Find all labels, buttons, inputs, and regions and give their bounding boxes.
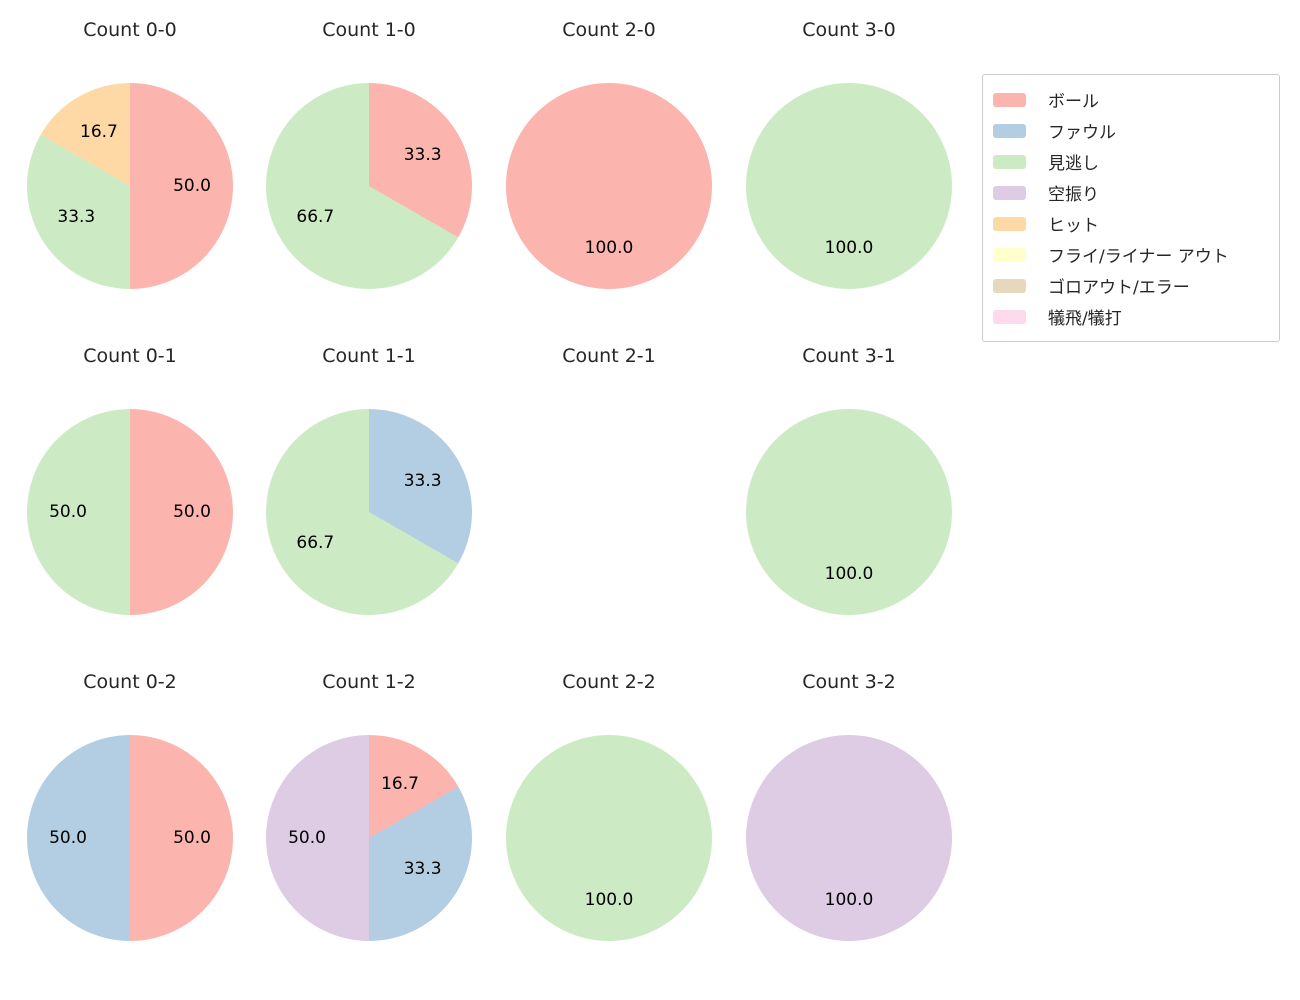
pie: 100.0 (506, 83, 712, 289)
legend-swatch-called-strike (993, 154, 1026, 169)
pie-chart-count-0-1: Count 0-1 50.0 50.0 (27, 345, 233, 617)
slice-percentage-label: 100.0 (824, 890, 874, 910)
slice-percentage-label: 33.3 (403, 859, 442, 880)
pie-chart-count-3-1: Count 3-1 100.0 (746, 345, 952, 617)
slice-percentage-label: 100.0 (824, 564, 874, 584)
pie-chart-count-2-1: Count 2-1 (506, 345, 712, 617)
chart-title: Count 1-0 (322, 19, 416, 41)
pie: 33.3 66.7 (266, 83, 472, 289)
legend-item: 空振り (993, 177, 1269, 208)
legend-label: ゴロアウト/エラー (1048, 278, 1190, 298)
legend-item: ボール (993, 84, 1269, 115)
chart-title: Count 2-2 (562, 671, 656, 693)
pie-chart-count-3-2: Count 3-2 100.0 (746, 671, 952, 943)
slice-percentage-label: 50.0 (173, 176, 211, 196)
pie: 33.3 66.7 (266, 409, 472, 615)
pie-chart-count-1-0: Count 1-0 33.3 66.7 (266, 19, 472, 291)
chart-title: Count 3-2 (802, 671, 896, 693)
pie: 100.0 (506, 735, 712, 941)
chart-title: Count 3-0 (802, 19, 896, 41)
pie-chart-count-0-2: Count 0-2 50.0 50.0 (27, 671, 233, 943)
slice-percentage-label: 50.0 (288, 828, 326, 848)
slice-percentage-label: 33.3 (57, 207, 96, 228)
legend-item: フライ/ライナー アウト (993, 239, 1269, 270)
slice-percentage-label: 50.0 (49, 502, 87, 522)
legend-swatch-groundout-error (993, 278, 1026, 293)
legend-item: 見逃し (993, 146, 1269, 177)
pie: 50.0 33.3 16.7 (27, 83, 233, 289)
legend-swatch-foul (993, 123, 1026, 138)
legend-swatch-hit (993, 216, 1026, 231)
legend-label: 空振り (1048, 185, 1099, 205)
chart-title: Count 2-1 (562, 345, 656, 367)
slice-percentage-label: 50.0 (173, 828, 211, 848)
legend-swatch-swinging-strike (993, 185, 1026, 200)
chart-title: Count 1-1 (322, 345, 416, 367)
legend-swatch-ball (993, 92, 1026, 107)
pie-chart-count-2-0: Count 2-0 100.0 (506, 19, 712, 291)
legend-swatch-sacrifice (993, 309, 1026, 324)
pie: 16.7 33.3 50.0 (266, 735, 472, 941)
pie: 50.0 50.0 (27, 409, 233, 615)
slice-percentage-label: 50.0 (173, 502, 211, 522)
legend-item: ヒット (993, 208, 1269, 239)
legend-label: ヒット (1048, 216, 1099, 236)
legend-label: フライ/ライナー アウト (1048, 247, 1229, 267)
pie-chart-count-2-2: Count 2-2 100.0 (506, 671, 712, 943)
chart-title: Count 0-2 (83, 671, 177, 693)
chart-title: Count 3-1 (802, 345, 896, 367)
pie-chart-count-1-2: Count 1-2 16.7 33.3 50.0 (266, 671, 472, 943)
chart-title: Count 1-2 (322, 671, 416, 693)
legend-label: 犠飛/犠打 (1048, 309, 1122, 329)
slice-percentage-label: 66.7 (296, 533, 335, 554)
chart-title: Count 2-0 (562, 19, 656, 41)
slice-percentage-label: 33.3 (403, 144, 442, 165)
pie: 100.0 (746, 409, 952, 615)
legend-label: 見逃し (1048, 154, 1099, 174)
legend-item: 犠飛/犠打 (993, 301, 1269, 332)
legend-label: ファウル (1048, 123, 1116, 143)
slice-percentage-label: 50.0 (49, 828, 87, 848)
legend-label: ボール (1048, 92, 1099, 112)
legend-swatch-fly-liner-out (993, 247, 1026, 262)
pie-chart-count-1-1: Count 1-1 33.3 66.7 (266, 345, 472, 617)
legend-item: ファウル (993, 115, 1269, 146)
chart-title: Count 0-1 (83, 345, 177, 367)
slice-percentage-label: 66.7 (296, 207, 335, 228)
legend: ボール ファウル 見逃し 空振り ヒット フライ/ライナー アウト ゴロアウト/… (982, 74, 1280, 342)
slice-percentage-label: 100.0 (824, 238, 874, 258)
pie-chart-count-0-0: Count 0-0 50.0 33.3 16.7 (27, 19, 233, 291)
slice-percentage-label: 16.7 (381, 774, 419, 795)
pie-chart-count-3-0: Count 3-0 100.0 (746, 19, 952, 291)
slice-percentage-label: 100.0 (584, 890, 634, 910)
slice-percentage-label: 100.0 (584, 238, 634, 258)
chart-title: Count 0-0 (83, 19, 177, 41)
slice-percentage-label: 16.7 (80, 122, 118, 143)
slice-percentage-label: 33.3 (403, 470, 442, 491)
pie: 100.0 (746, 83, 952, 289)
pie: 50.0 50.0 (27, 735, 233, 941)
legend-item: ゴロアウト/エラー (993, 270, 1269, 301)
pie: 100.0 (746, 735, 952, 941)
